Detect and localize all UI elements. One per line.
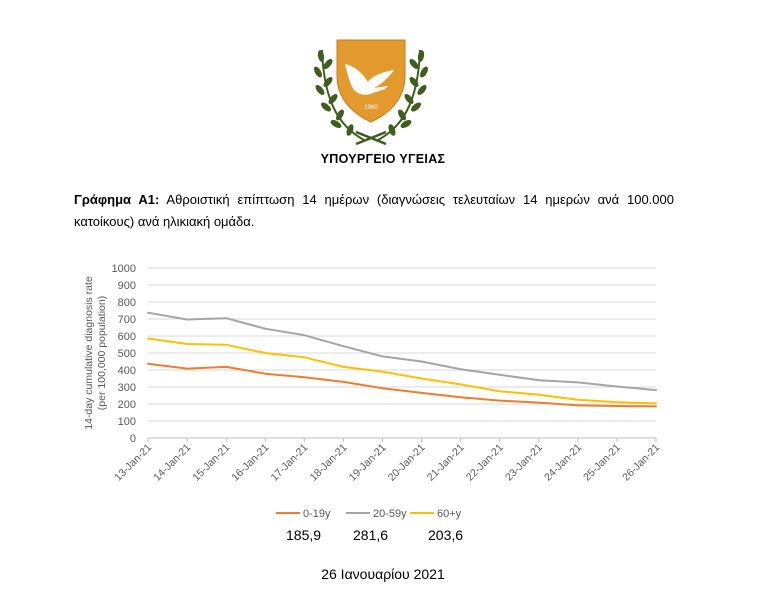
chart-gridlines — [147, 267, 657, 442]
y-tick-label: 1000 — [112, 263, 136, 275]
x-tick-label: 26-Jan-21 — [620, 442, 662, 484]
y-tick-label: 200 — [118, 399, 136, 411]
y-tick-label: 600 — [118, 331, 136, 343]
x-tick-label: 19-Jan-21 — [347, 442, 389, 484]
y-tick-label: 900 — [118, 280, 136, 292]
y-axis-label: 14-day cumulative diagnosis rate(per 100… — [83, 276, 108, 430]
y-tick-label: 500 — [118, 348, 136, 360]
line-chart: 0 100 200 300 400 500 600 700 800 900 1000 13-Jan-… — [83, 263, 662, 520]
x-tick-label: 23-Jan-21 — [503, 442, 545, 484]
dove-icon — [345, 64, 394, 95]
x-tick-label: 25-Jan-21 — [581, 442, 623, 484]
x-tick-label: 20-Jan-21 — [386, 442, 428, 484]
x-tick-label: 16-Jan-21 — [229, 442, 271, 484]
legend-entry: 0-19y — [303, 508, 331, 520]
chart-legend: 0-19y 20-59y 60+y — [276, 508, 462, 520]
value-20-59y: 281,6 — [353, 527, 389, 543]
chart-series — [147, 311, 657, 408]
x-tick-label: 14-Jan-21 — [151, 442, 193, 484]
y-tick-labels: 0 100 200 300 400 500 600 700 800 900 1000 — [112, 263, 136, 445]
x-tick-labels: 13-Jan-2114-Jan-2115-Jan-2116-Jan-2117-J… — [112, 442, 662, 484]
series-line-0 — [147, 362, 657, 408]
y-tick-label: 100 — [118, 416, 136, 428]
x-tick-label: 22-Jan-21 — [464, 442, 506, 484]
y-tick-label: 0 — [130, 433, 136, 445]
figure-label: Γράφημα Α1: — [74, 192, 160, 207]
x-tick-label: 15-Jan-21 — [190, 442, 232, 484]
y-tick-label: 700 — [118, 314, 136, 326]
figure-caption-text: Αθροιστική επίπτωση 14 ημέρων (διαγνώσει… — [74, 192, 674, 229]
y-tick-label: 400 — [118, 365, 136, 377]
x-tick-label: 13-Jan-21 — [112, 442, 154, 484]
legend-entry: 60+y — [437, 508, 462, 520]
y-tick-label: 800 — [118, 297, 136, 309]
left-olive-branch-icon — [314, 49, 365, 141]
cyprus-emblem-icon: 1960 — [314, 39, 428, 146]
figure-caption: Γράφημα Α1: Αθροιστική επίπτωση 14 ημέρω… — [74, 189, 674, 233]
series-line-2 — [147, 337, 657, 405]
value-60plus: 203,6 — [428, 527, 464, 543]
right-olive-branch-icon — [377, 49, 428, 141]
report-date: 26 Ιανουαρίου 2021 — [321, 566, 445, 582]
x-tick-label: 24-Jan-21 — [542, 442, 584, 484]
y-tick-label: 300 — [118, 382, 136, 394]
value-0-19y: 185,9 — [286, 527, 322, 543]
x-tick-label: 18-Jan-21 — [308, 442, 350, 484]
emblem-year: 1960 — [364, 105, 378, 111]
x-tick-label: 21-Jan-21 — [425, 442, 467, 484]
x-tick-label: 17-Jan-21 — [269, 442, 311, 484]
ministry-name: ΥΠΟΥΡΓΕΙΟ ΥΓΕΙΑΣ — [320, 152, 446, 166]
series-line-1 — [147, 311, 657, 392]
legend-entry: 20-59y — [373, 508, 407, 520]
